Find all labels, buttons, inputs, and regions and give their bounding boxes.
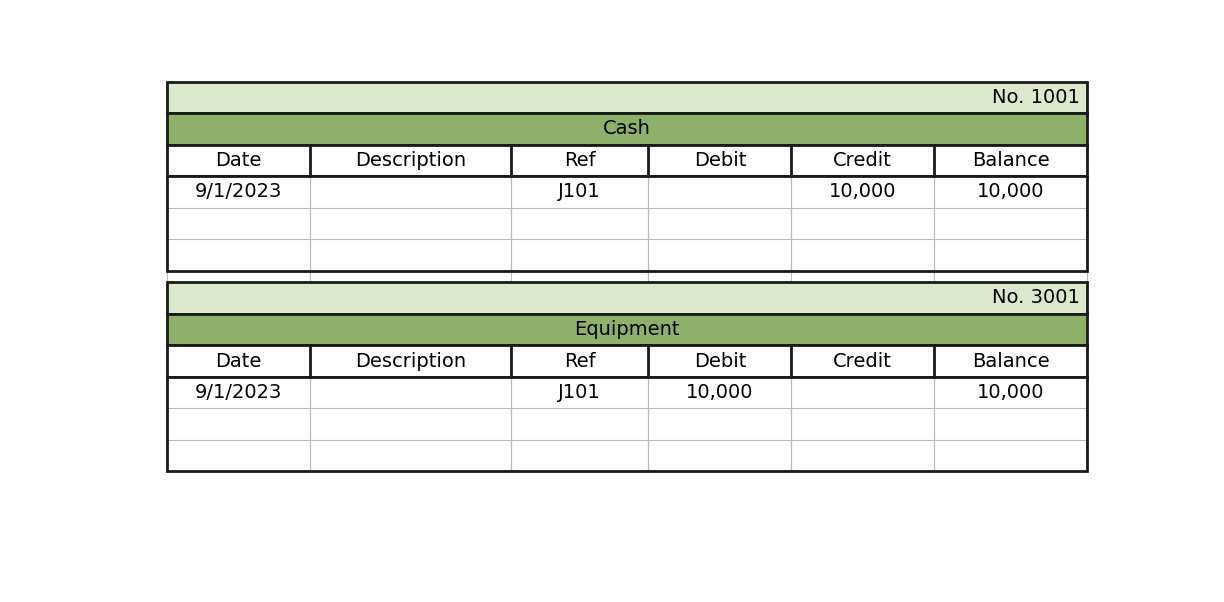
Text: Credit: Credit	[834, 352, 892, 370]
Bar	[510, 271, 649, 282]
Bar	[168, 377, 1087, 471]
Text: Debit: Debit	[694, 151, 747, 170]
Bar	[168, 282, 1087, 314]
Bar	[934, 271, 1087, 282]
Text: 10,000: 10,000	[829, 182, 896, 201]
Bar	[168, 176, 1087, 208]
Text: Ref: Ref	[564, 151, 596, 170]
Bar	[168, 408, 1087, 440]
Bar	[168, 314, 1087, 346]
Text: Description: Description	[355, 151, 466, 170]
Text: Cash: Cash	[603, 119, 651, 138]
Bar	[168, 208, 1087, 239]
Text: Credit: Credit	[834, 151, 892, 170]
Text: Equipment: Equipment	[574, 320, 681, 339]
Text: No. 1001: No. 1001	[991, 88, 1080, 107]
Bar	[168, 346, 1087, 377]
Text: Balance: Balance	[972, 352, 1049, 370]
Bar	[168, 377, 1087, 408]
Text: 9/1/2023: 9/1/2023	[195, 182, 283, 201]
Text: Balance: Balance	[972, 151, 1049, 170]
Bar	[168, 239, 1087, 271]
Bar	[310, 271, 510, 282]
Text: J101: J101	[558, 182, 601, 201]
Text: 10,000: 10,000	[687, 383, 754, 402]
Bar	[168, 271, 310, 282]
Bar	[168, 144, 1087, 176]
Text: 9/1/2023: 9/1/2023	[195, 383, 283, 402]
Text: Description: Description	[355, 352, 466, 370]
Text: J101: J101	[558, 383, 601, 402]
Text: Date: Date	[215, 352, 262, 370]
Bar	[168, 113, 1087, 144]
Text: Date: Date	[215, 151, 262, 170]
Bar	[168, 440, 1087, 471]
Text: Debit: Debit	[694, 352, 747, 370]
Text: 10,000: 10,000	[977, 182, 1044, 201]
Text: 10,000: 10,000	[977, 383, 1044, 402]
Bar	[791, 271, 934, 282]
Bar	[649, 271, 791, 282]
Bar	[168, 81, 1087, 113]
Text: Ref: Ref	[564, 352, 596, 370]
Text: No. 3001: No. 3001	[991, 288, 1080, 308]
Bar	[168, 176, 1087, 271]
